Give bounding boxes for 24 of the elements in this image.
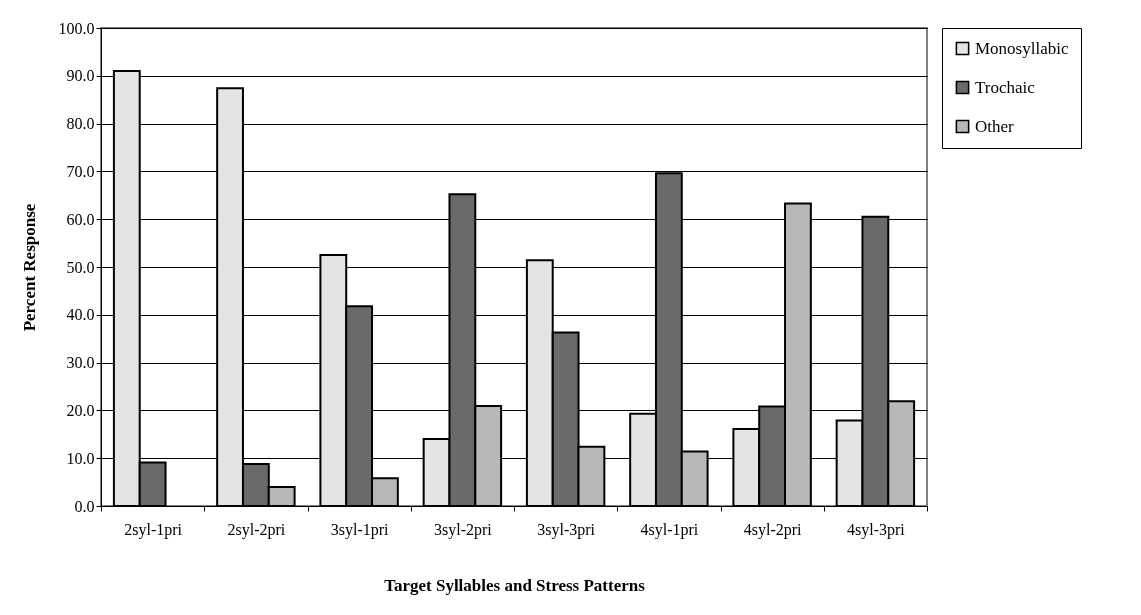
y-tick-label: 60.0 (66, 210, 95, 228)
y-tick-label: 50.0 (66, 258, 95, 276)
y-tick-label: 30.0 (66, 354, 95, 372)
legend-label: Other (975, 116, 1015, 136)
x-tick-label: 3syl-3pri (537, 520, 596, 539)
x-tick-label: 4syl-3pri (846, 520, 906, 539)
y-tick-label: 80.0 (66, 115, 95, 133)
y-tick-label: 90.0 (66, 67, 95, 85)
x-tick-label: 2syl-1pri (124, 520, 183, 539)
y-axis-title: Percent Response (19, 203, 39, 332)
legend-label: Monosyllabic (975, 38, 1069, 58)
y-tick-label: 20.0 (66, 401, 95, 419)
x-tick-label: 3syl-1pri (330, 520, 390, 539)
x-tick-label: 4syl-2pri (743, 520, 803, 539)
y-tick-label: 70.0 (66, 162, 95, 180)
y-tick-label: 0.0 (74, 497, 95, 515)
legend-label: Trochaic (975, 77, 1036, 97)
y-tick-label: 10.0 (66, 449, 95, 467)
x-tick-label: 4syl-1pri (640, 520, 699, 539)
y-tick-label: 100.0 (58, 19, 95, 37)
y-tick-label: 40.0 (66, 306, 95, 324)
x-tick-label: 3syl-2pri (433, 520, 493, 539)
x-axis-title: Target Syllables and Stress Patterns (384, 575, 646, 595)
x-tick-label: 2syl-2pri (227, 520, 286, 539)
